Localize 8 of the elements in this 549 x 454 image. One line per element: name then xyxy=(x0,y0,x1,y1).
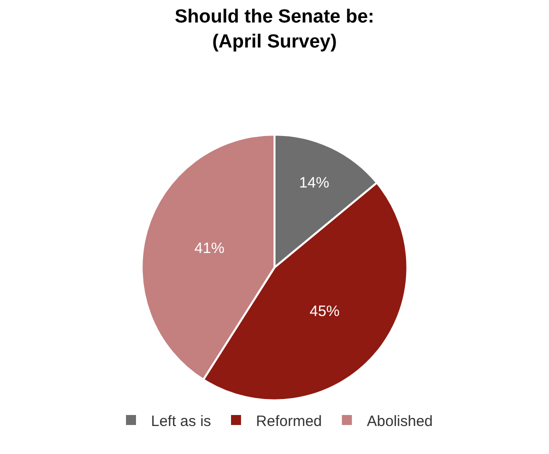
data-label: 14% xyxy=(299,174,330,192)
legend-label: Abolished xyxy=(366,412,433,430)
chart-title: Should the Senate be: xyxy=(174,6,374,28)
legend-label: Left as is xyxy=(151,412,212,430)
chart-subtitle: (April Survey) xyxy=(212,31,337,52)
data-label: 45% xyxy=(310,303,340,320)
data-label: 41% xyxy=(194,240,224,258)
legend-label: Reformed xyxy=(256,412,322,430)
